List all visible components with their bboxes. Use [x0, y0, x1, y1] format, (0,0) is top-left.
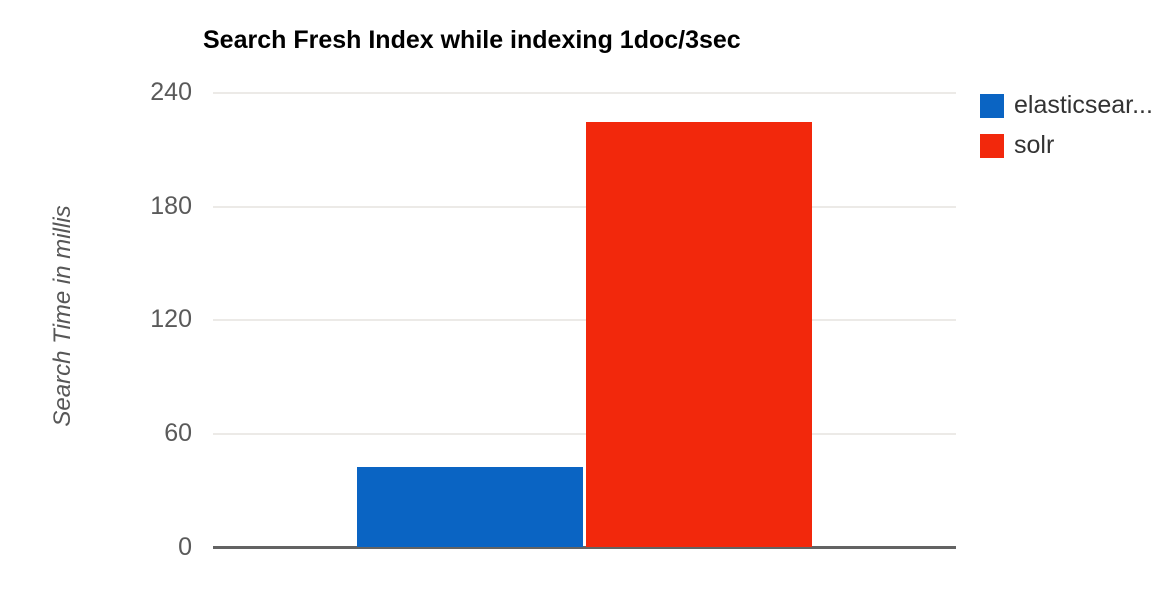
legend-label-0: elasticsear... — [1014, 91, 1153, 119]
legend-label-1: solr — [1014, 131, 1055, 159]
legend-swatch-1 — [980, 133, 1004, 158]
chart-title: Search Fresh Index while indexing 1doc/3… — [203, 26, 741, 54]
plot-area — [213, 92, 956, 549]
legend-item-0: elasticsear... — [980, 91, 1153, 120]
legend: elasticsear... solr — [980, 91, 1153, 171]
gridline-120 — [213, 319, 956, 321]
bar-series-1 — [586, 122, 812, 547]
y-tick-label-120: 120 — [150, 305, 192, 333]
y-tick-label-60: 60 — [164, 419, 192, 447]
x-axis-line — [213, 546, 956, 549]
y-tick-label-240: 240 — [150, 78, 192, 106]
legend-item-1: solr — [980, 131, 1153, 160]
y-tick-label-0: 0 — [178, 533, 192, 561]
bar-series-0 — [357, 467, 583, 547]
gridline-180 — [213, 206, 956, 208]
gridline-240 — [213, 92, 956, 94]
gridline-60 — [213, 433, 956, 435]
legend-swatch-0 — [980, 93, 1004, 118]
y-tick-label-180: 180 — [150, 192, 192, 220]
